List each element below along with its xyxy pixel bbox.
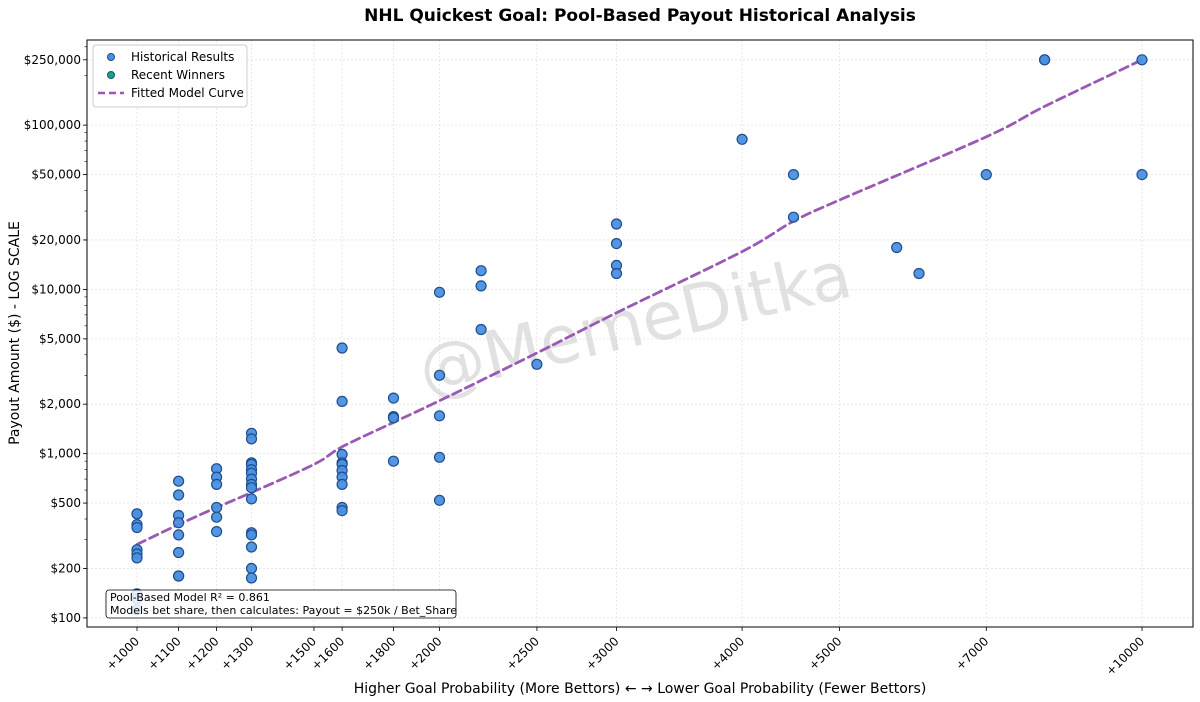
historical-point (475, 265, 487, 277)
legend-curve-label: Fitted Model Curve (131, 86, 244, 100)
historical-point (610, 267, 623, 280)
historical-point (336, 505, 348, 517)
y-tick-label: $1,000 (39, 447, 81, 461)
historical-point (211, 511, 223, 523)
historical-point (475, 323, 487, 336)
historical-point (211, 501, 223, 514)
y-axis: $100 $200 $500 $1,000 $2,000 $5,000 $10,000 $20… (24, 46, 87, 625)
historical-point (1038, 54, 1051, 66)
y-tick-label: $500 (50, 496, 81, 510)
legend: Historical Results Recent Winners Fitted… (92, 44, 248, 108)
y-tick-label: $50,000 (31, 168, 81, 182)
historical-point (980, 169, 992, 181)
historical-point (173, 475, 185, 487)
historical-point (173, 529, 185, 541)
x-axis-label: Higher Goal Probability (More Bettors) ←… (354, 681, 927, 697)
historical-point (245, 482, 258, 494)
y-tick-label: $10,000 (31, 282, 81, 296)
historical-point (245, 493, 258, 505)
y-tick-label: $100,000 (24, 118, 81, 132)
historical-point (336, 478, 348, 490)
annotation-line-2: Models bet share, then calculates: Payou… (110, 604, 457, 617)
historical-point (787, 211, 800, 223)
legend-recent-label: Recent Winners (131, 68, 225, 82)
historical-point (387, 412, 400, 424)
historical-point (245, 433, 258, 445)
legend-historical-label: Historical Results (131, 50, 234, 64)
historical-point (173, 517, 185, 529)
historical-point (336, 395, 348, 407)
y-axis-label: Payout Amount ($) - LOG SCALE (7, 221, 23, 445)
y-tick-label: $5,000 (39, 332, 81, 346)
y-tick-label: $200 (50, 561, 81, 575)
historical-point (245, 529, 258, 541)
y-tick-label: $20,000 (31, 233, 81, 247)
y-tick-label: $100 (50, 611, 81, 625)
scatter-points (131, 54, 1148, 616)
historical-point (131, 508, 143, 520)
fitted-curve-layer (135, 58, 1144, 546)
historical-point (131, 552, 143, 564)
historical-point (336, 342, 348, 354)
historical-point (433, 494, 446, 506)
annotation-background (105, 589, 457, 619)
historical-point (1136, 54, 1148, 66)
annotation-box: Pool-Based Model R² = 0.861 Models bet s… (105, 589, 457, 619)
historical-point (211, 525, 223, 538)
historical-point (245, 562, 258, 575)
historical-point (433, 286, 446, 298)
historical-point (1136, 169, 1148, 181)
historical-point (610, 218, 623, 230)
legend-recent-marker (107, 71, 115, 79)
fitted-curve-line (135, 58, 1144, 546)
historical-point (173, 546, 185, 559)
historical-point (891, 241, 903, 254)
grid (87, 40, 1193, 627)
historical-point (787, 169, 800, 181)
historical-point (245, 541, 258, 553)
historical-point (387, 455, 400, 467)
historical-point (131, 521, 143, 534)
historical-point (736, 133, 748, 145)
historical-point (211, 478, 223, 490)
historical-point (387, 392, 400, 404)
annotation-line-1: Pool-Based Model R² = 0.861 (110, 591, 270, 604)
historical-point (173, 489, 185, 501)
historical-point (913, 267, 925, 280)
historical-point (433, 369, 446, 381)
plot-frame (86, 39, 1194, 628)
historical-point (245, 572, 258, 584)
y-tick-label: $2,000 (39, 397, 81, 411)
y-tick-label: $250,000 (24, 53, 81, 67)
legend-box (92, 44, 248, 108)
historical-point (173, 570, 185, 582)
historical-point (475, 280, 487, 292)
legend-historical-marker (107, 53, 115, 61)
historical-point (610, 238, 623, 250)
historical-point (433, 410, 446, 422)
historical-point (531, 358, 543, 370)
historical-point (433, 451, 446, 463)
chart-title: NHL Quickest Goal: Pool-Based Payout His… (364, 6, 916, 26)
